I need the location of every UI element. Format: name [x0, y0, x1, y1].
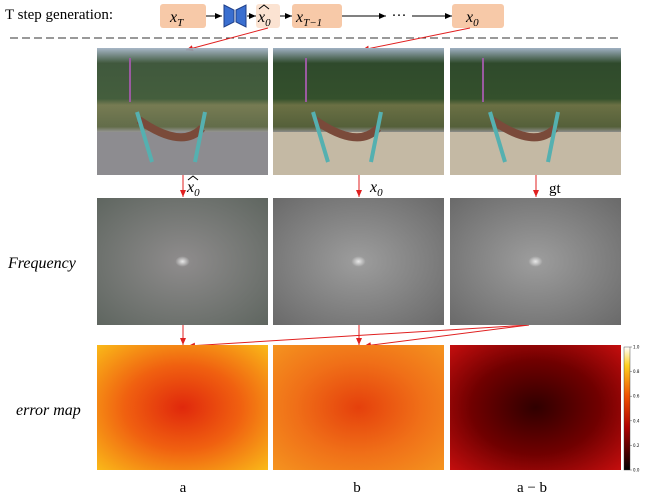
photo [450, 48, 621, 175]
caption: x0 [369, 179, 383, 199]
caption: gt [549, 181, 562, 197]
colorbar-tick-label: 0.8 [633, 369, 640, 374]
network-icon [224, 5, 246, 27]
ellipsis: ··· [392, 8, 407, 24]
arrow [364, 325, 529, 346]
arrow [186, 28, 268, 50]
arrow [362, 28, 470, 50]
photo [273, 48, 444, 175]
colorbar-tick-label: 0.2 [633, 443, 640, 448]
colorbar-tick-label: 0.0 [633, 468, 640, 473]
colorbar [624, 347, 630, 470]
frequency-map [273, 198, 444, 325]
bottom-label: a [180, 480, 187, 496]
colorbar-tick-label: 0.4 [633, 418, 640, 423]
header-label: T step generation: [5, 7, 113, 23]
frequency-map [450, 198, 621, 325]
caption: x0 [186, 179, 200, 199]
bottom-label: b [353, 480, 361, 496]
colorbar-tick-label: 0.6 [633, 394, 640, 399]
bottom-label: a − b [517, 480, 547, 496]
row-label: error map [16, 402, 81, 419]
error-map [450, 345, 621, 470]
row-label: Frequency [7, 255, 77, 272]
colorbar-tick-label: 1.0 [633, 345, 640, 350]
frequency-map [97, 198, 268, 325]
error-map [273, 345, 444, 470]
photo [97, 48, 268, 175]
error-map [97, 345, 268, 470]
figure: T step generation: xT x0 xT−1 ··· x0 Fre… [0, 0, 665, 500]
